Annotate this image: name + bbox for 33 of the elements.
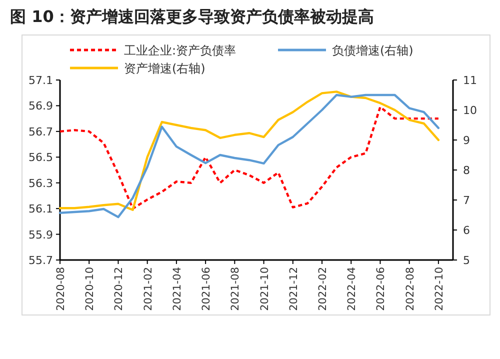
- y-tick-label: 56.9: [28, 100, 53, 113]
- x-tick-label: 2021-02: [142, 267, 154, 311]
- y2-tick-label: 9: [463, 134, 470, 147]
- y-tick-label: 56.5: [28, 151, 53, 164]
- legend-label: 资产增速(右轴): [124, 62, 206, 76]
- y-tick-label: 55.9: [28, 228, 53, 242]
- x-tick-label: 2020-08: [55, 267, 67, 311]
- x-tick-label: 2022-06: [375, 266, 388, 311]
- x-tick-label: 2021-10: [258, 267, 271, 311]
- y2-tick-label: 8: [463, 164, 470, 177]
- y2-tick-label: 11: [463, 74, 477, 87]
- x-tick-label: 2021-06: [200, 266, 213, 311]
- y2-tick-label: 6: [463, 224, 470, 237]
- legend-label: 负债增速(右轴): [332, 44, 414, 58]
- x-tick-label: 2022-10: [433, 267, 446, 311]
- y2-tick-label: 10: [463, 104, 477, 117]
- x-tick-label: 2020-10: [84, 267, 96, 311]
- x-tick-label: 2021-04: [171, 266, 184, 311]
- x-tick-label: 2022-02: [317, 267, 329, 311]
- y2-tick-label: 7: [463, 194, 470, 207]
- x-tick-label: 2022-08: [404, 267, 416, 311]
- y-tick-label: 55.7: [28, 254, 53, 267]
- y-tick-label: 56.7: [28, 125, 53, 138]
- legend-label: 工业企业:资产负债率: [124, 44, 236, 58]
- chart-title: 图 10：资产增速回落更多导致资产负债率被动提高: [10, 7, 374, 26]
- y-tick-label: 57.1: [28, 74, 53, 87]
- y2-tick-label: 5: [463, 254, 470, 267]
- x-tick-label: 2022-04: [346, 266, 358, 311]
- y-tick-label: 56.1: [28, 202, 53, 216]
- x-tick-label: 2020-12: [113, 267, 126, 311]
- y-tick-label: 56.3: [28, 176, 53, 190]
- x-tick-label: 2021-12: [288, 267, 300, 311]
- x-tick-label: 2021-08: [230, 267, 242, 311]
